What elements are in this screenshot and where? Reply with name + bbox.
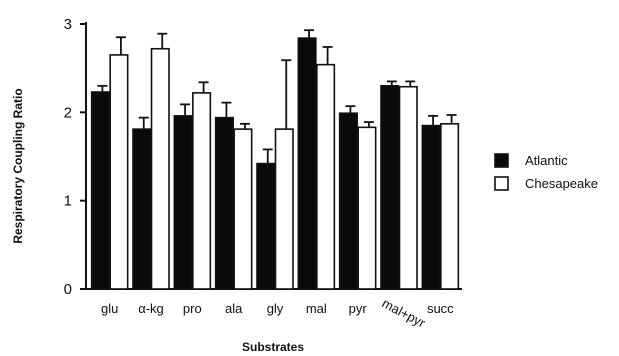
bar-chesapeake-4	[274, 128, 294, 290]
bar-chesapeake-8	[440, 123, 460, 290]
bar-atlantic-5	[297, 37, 317, 290]
y-tick-label: 0	[64, 281, 72, 298]
bar-atlantic-0	[90, 91, 110, 290]
bar-chesapeake-7	[398, 85, 418, 290]
bar-atlantic-4	[256, 162, 276, 290]
y-tick-label: 3	[64, 16, 72, 33]
legend-swatch-chesapeake	[494, 176, 509, 191]
bar-atlantic-3	[214, 116, 234, 290]
x-axis-label: Substrates	[242, 340, 304, 354]
x-tick-label: gly	[267, 301, 284, 316]
bar-atlantic-7	[380, 85, 400, 290]
x-tick-label: α-kg	[138, 301, 164, 316]
x-tick-label: mal+pyr	[380, 295, 429, 330]
y-tick-label: 2	[64, 104, 72, 121]
bar-atlantic-8	[421, 124, 441, 290]
x-tick-label: succ	[427, 301, 454, 316]
bar-atlantic-2	[173, 115, 193, 290]
bar-chesapeake-6	[357, 126, 377, 290]
bar-atlantic-1	[132, 128, 152, 290]
legend-swatch-atlantic	[494, 153, 509, 168]
bar-atlantic-6	[338, 112, 358, 290]
bar-chesapeake-3	[233, 128, 253, 290]
x-tick-label: pyr	[349, 301, 368, 316]
y-axis-label: Respiratory Coupling Ratio	[11, 88, 25, 243]
bar-chesapeake-5	[316, 63, 336, 290]
legend: Atlantic Chesapeake	[494, 153, 598, 191]
bar-chesapeake-1	[150, 47, 170, 290]
x-tick-label: ala	[225, 301, 243, 316]
error-bars	[97, 29, 457, 164]
x-tick-label: pro	[183, 301, 202, 316]
legend-label-chesapeake: Chesapeake	[525, 176, 598, 191]
legend-label-atlantic: Atlantic	[525, 153, 568, 168]
bars	[90, 37, 460, 290]
y-tick-label: 1	[64, 193, 72, 210]
bar-chesapeake-0	[109, 54, 129, 290]
bar-chesapeake-2	[192, 92, 212, 290]
x-tick-label: glu	[101, 301, 118, 316]
x-tick-label: mal	[306, 301, 327, 316]
